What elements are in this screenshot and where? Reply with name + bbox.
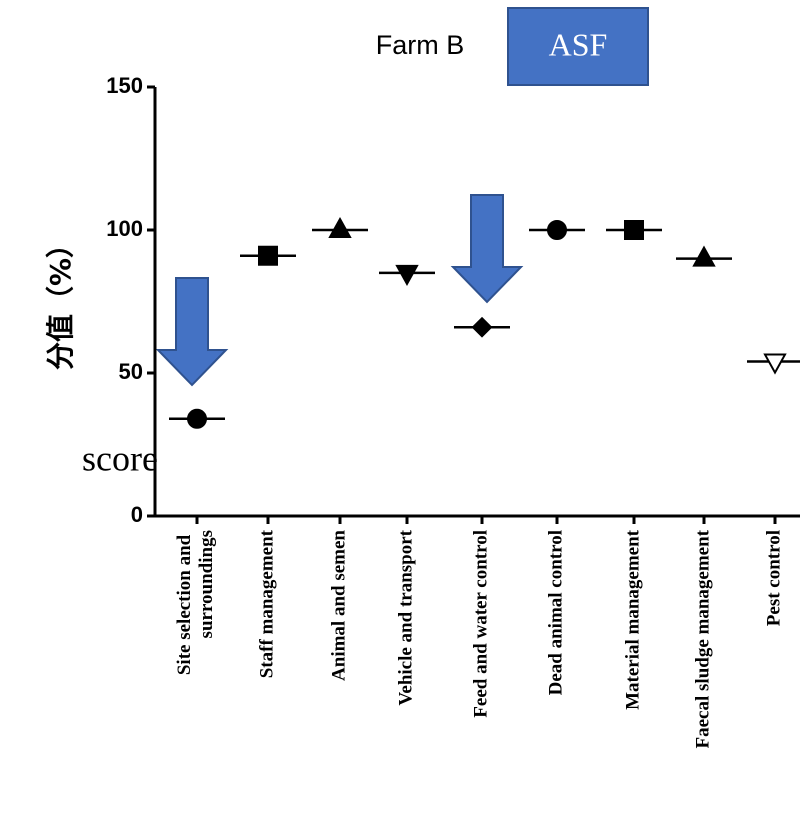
y-tick-label: 100 (106, 216, 143, 241)
x-tick-label: Material management (622, 529, 643, 710)
y-tick-label: 0 (131, 502, 143, 527)
x-tick-label: Faecal sludge management (692, 529, 713, 748)
x-tick-label: Vehicle and transport (395, 529, 416, 705)
x-tick-label: Feed and water control (470, 530, 491, 718)
arrow (155, 277, 229, 387)
chart-title: Farm B (376, 30, 465, 60)
marker (692, 245, 716, 267)
x-tick-label: Dead animal control (545, 530, 566, 695)
marker (187, 408, 207, 429)
score-label: score (82, 438, 158, 478)
marker (395, 264, 419, 286)
marker (547, 220, 567, 240)
marker (258, 245, 278, 266)
x-tick-label: Site selection and surroundings (174, 530, 217, 675)
y-tick-label: 50 (119, 359, 143, 384)
y-axis-label: 分值（%） (44, 230, 77, 370)
arrow (450, 194, 524, 304)
x-tick-label: Pest control (763, 530, 784, 626)
x-tick-label: Animal and semen (328, 530, 349, 681)
badge-text: ASF (549, 26, 608, 62)
x-tick-label: Staff management (256, 529, 277, 678)
badge-box (507, 7, 649, 86)
y-tick-label: 150 (106, 73, 143, 98)
marker (763, 353, 787, 375)
marker (328, 216, 352, 238)
marker (624, 220, 644, 240)
marker (471, 316, 493, 338)
